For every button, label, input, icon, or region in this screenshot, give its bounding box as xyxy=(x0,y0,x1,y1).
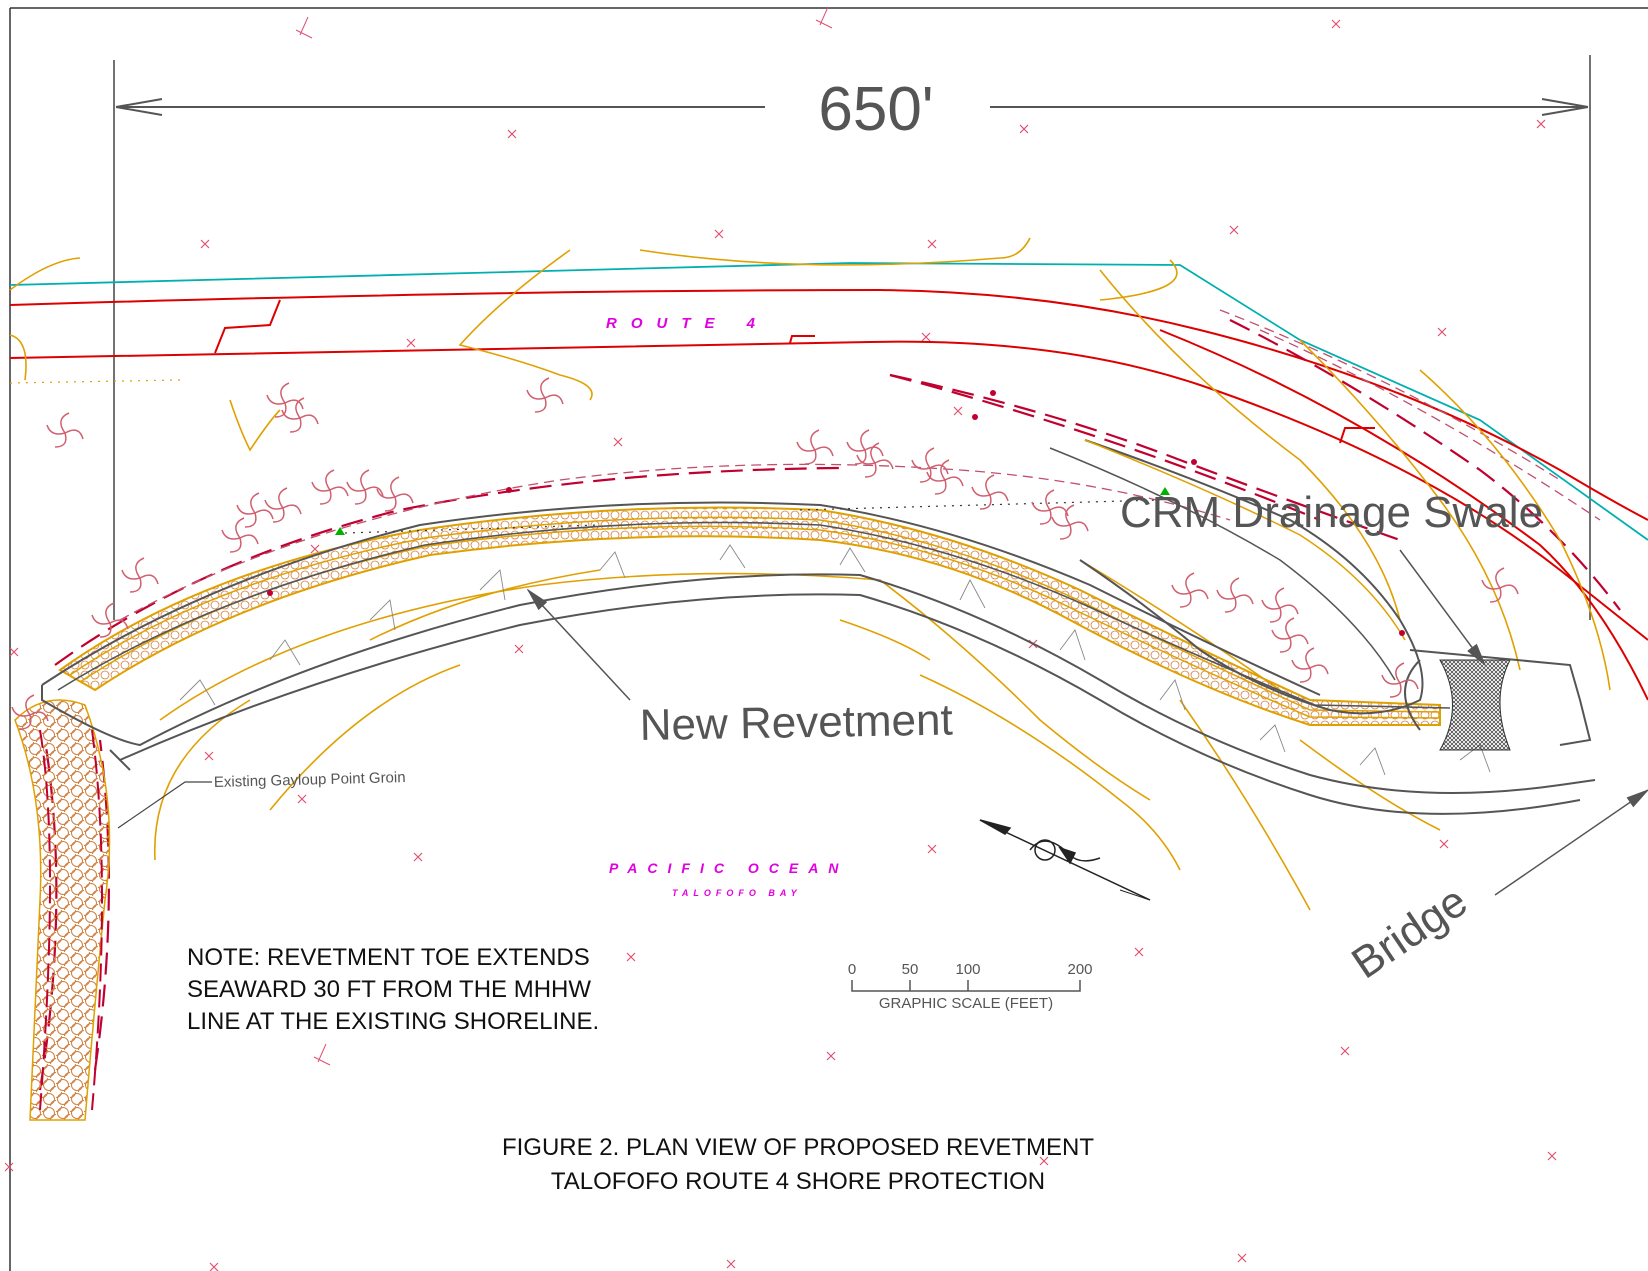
new-revetment-label: New Revetment xyxy=(639,696,953,750)
drawing-border xyxy=(9,7,1648,1271)
figure-title-line-2: TALOFOFO ROUTE 4 SHORE PROTECTION xyxy=(551,1168,1045,1195)
scale-title: GRAPHIC SCALE (FEET) xyxy=(879,995,1053,1012)
note-line-2: SEAWARD 30 FT FROM THE MHHW xyxy=(187,976,591,1003)
bridge-leader xyxy=(1494,788,1648,896)
crm-swale-leader xyxy=(1399,549,1487,667)
vegetation-symbols xyxy=(11,377,1519,730)
survey-markers xyxy=(4,19,1557,1271)
dimension-650ft: 650' xyxy=(113,55,1591,620)
bridge-label: Bridge xyxy=(1343,877,1476,989)
survey-points xyxy=(267,390,1405,636)
crm-swale-label: CRM Drainage Swale xyxy=(1120,488,1543,537)
scale-tick-0: 0 xyxy=(848,961,856,978)
new-revetment-leader xyxy=(526,588,631,701)
route-4-road xyxy=(9,288,1648,701)
green-markers xyxy=(335,487,1170,535)
new-revetment xyxy=(41,501,1596,815)
bay-label: TALOFOFO BAY xyxy=(672,888,802,898)
north-arrow-icon xyxy=(979,819,1151,901)
existing-groin-leader xyxy=(117,781,212,829)
scale-tick-100: 100 xyxy=(955,961,980,978)
scale-tick-200: 200 xyxy=(1067,961,1092,978)
note-line-3: LINE AT THE EXISTING SHORELINE. xyxy=(187,1008,599,1035)
route-label: ROUTE 4 xyxy=(606,315,769,332)
grid-coordinate-ticks xyxy=(295,6,833,1066)
scale-tick-50: 50 xyxy=(902,961,919,978)
thin-dashed-lines xyxy=(119,309,1601,621)
note-line-1: NOTE: REVETMENT TOE EXTENDS xyxy=(187,944,590,971)
note-block: NOTE: REVETMENT TOE EXTENDS SEAWARD 30 F… xyxy=(187,944,599,1035)
ocean-label: PACIFIC OCEAN xyxy=(609,860,848,876)
figure-title-line-1: FIGURE 2. PLAN VIEW OF PROPOSED REVETMEN… xyxy=(502,1134,1094,1161)
graphic-scale: 0 50 100 200 GRAPHIC SCALE (FEET) xyxy=(848,961,1093,1012)
existing-groin xyxy=(14,699,111,1121)
crm-drainage-swale xyxy=(1049,439,1424,715)
utility-line xyxy=(9,262,1648,541)
existing-groin-label: Existing Gayloup Point Groin xyxy=(214,769,406,791)
dimension-label: 650' xyxy=(818,75,933,144)
